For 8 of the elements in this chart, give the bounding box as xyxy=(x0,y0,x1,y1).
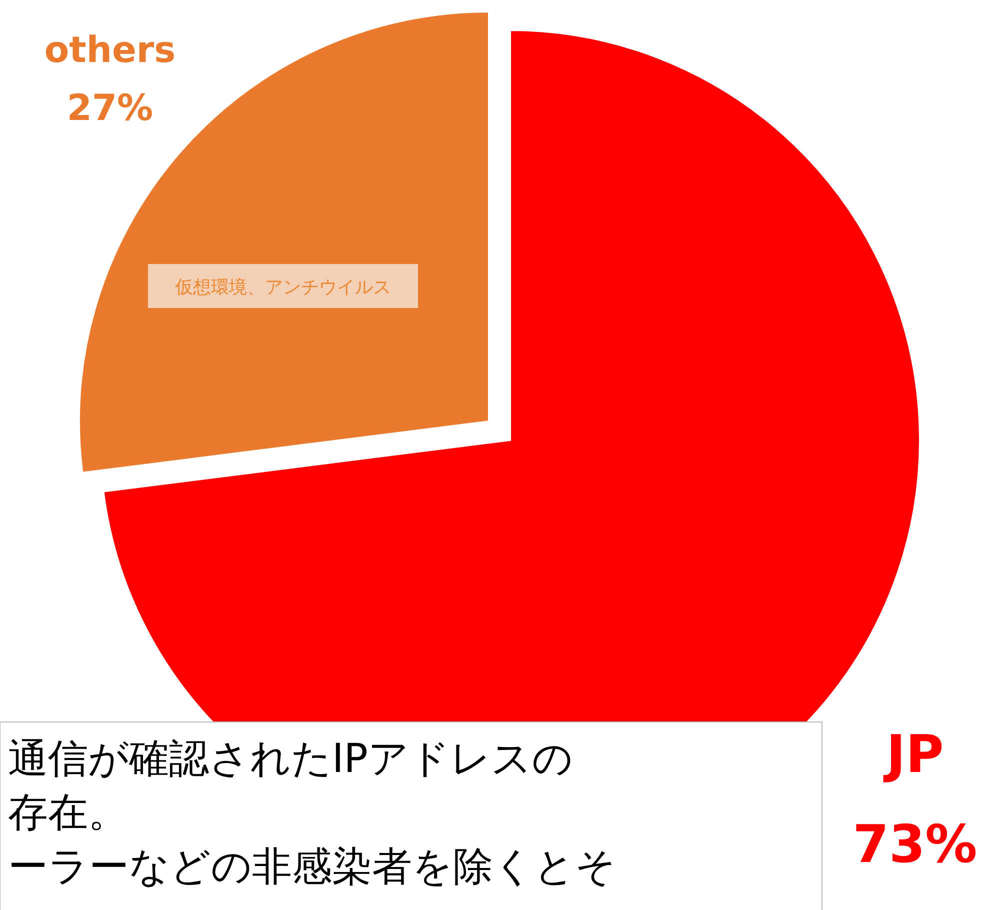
text: ーラーなどの非感染者を除くとそ xyxy=(8,844,616,890)
text: 仮想環境、アンチウイルス xyxy=(174,277,391,298)
text: 通信が確認されたIPアドレスの xyxy=(8,736,573,782)
data-label: 73% xyxy=(852,815,978,875)
slice-label: JP xyxy=(883,725,944,785)
slice-label: others xyxy=(44,30,176,71)
data-label: 27% xyxy=(66,88,154,129)
text: 存在。 xyxy=(8,790,128,836)
